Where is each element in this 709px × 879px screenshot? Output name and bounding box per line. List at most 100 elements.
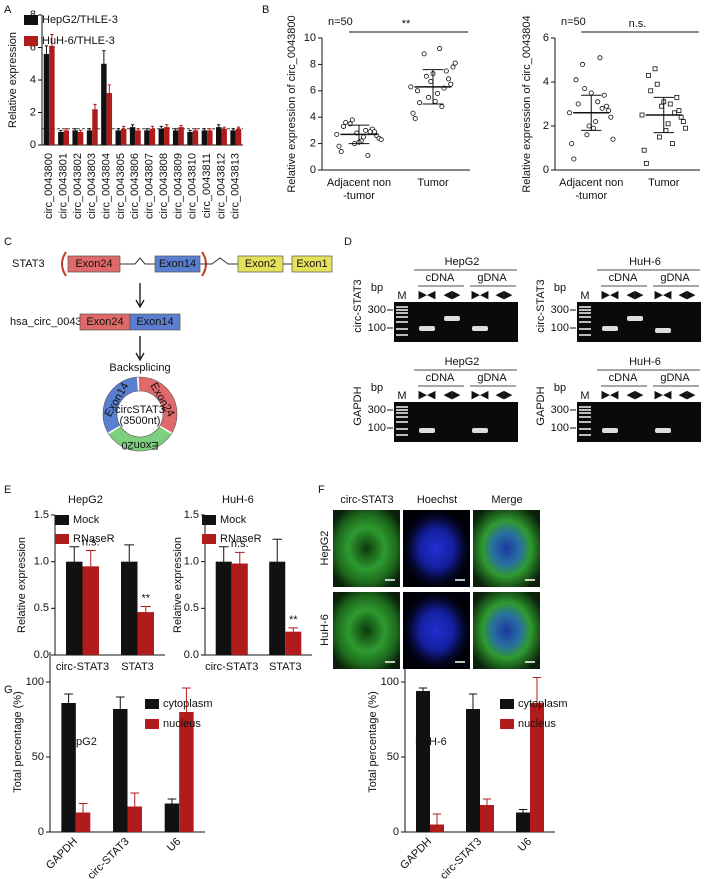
error-bar: [115, 696, 125, 709]
error-bar: [482, 798, 492, 805]
marker-band: [396, 406, 408, 408]
legend-label: Mock: [220, 514, 247, 526]
marker-band: [396, 409, 408, 411]
bar: [63, 130, 69, 145]
data-point: [571, 156, 577, 162]
data-point: [569, 141, 575, 147]
bar: [149, 128, 156, 145]
data-point: [378, 137, 384, 143]
primer-label: ◀▶: [627, 289, 644, 301]
error-bar: [532, 677, 542, 703]
data-point: [408, 84, 414, 90]
exon: [154, 255, 201, 273]
template-label: cDNA: [426, 272, 455, 284]
data-point: [343, 119, 349, 125]
panel-label: F: [318, 484, 325, 496]
error-bar: [50, 34, 54, 46]
marker-band: [579, 316, 591, 318]
data-point: [670, 141, 675, 147]
legend-swatch: [500, 699, 514, 709]
sd-bar: [422, 69, 444, 105]
marker-band: [579, 416, 591, 418]
panel-label: A: [4, 4, 12, 16]
y-tick-label: 0: [543, 164, 549, 176]
data-point: [672, 110, 678, 116]
data-point: [652, 66, 658, 72]
exon-label: Exon14: [159, 258, 196, 270]
ring-arc: [138, 377, 177, 433]
y-tick-label: 0: [30, 139, 36, 151]
y-tick-label: 0.5: [34, 602, 49, 614]
bar: [230, 130, 236, 145]
y-tick-label: 8: [310, 58, 316, 70]
chart-title: n=50: [561, 16, 586, 28]
primer-label: ◀▶: [496, 289, 513, 301]
data-point: [643, 160, 649, 166]
template-label: cDNA: [609, 272, 638, 284]
y-tick-label: 4: [30, 74, 36, 86]
panel-label: B: [262, 4, 269, 16]
sample-band: [419, 326, 435, 331]
marker-label: M: [397, 290, 406, 302]
legend-label: HuH-6/THLE-3: [42, 35, 115, 47]
x-tick-label: circ_0043813: [230, 153, 242, 219]
data-point: [450, 64, 456, 70]
primer-label: ◀▶: [444, 289, 461, 301]
sample-band: [444, 316, 460, 321]
ring-arc: [108, 426, 172, 451]
marker-band: [579, 428, 591, 430]
sample-band: [602, 428, 618, 433]
x-tick-label: circ_0043805: [115, 153, 127, 219]
exon: [129, 313, 181, 331]
cell-label: HepG2: [445, 256, 480, 268]
marker-band: [579, 409, 591, 411]
size-label: 300: [551, 304, 569, 316]
circ-label: circSTAT3: [115, 404, 165, 416]
marker-band: [579, 312, 591, 314]
data-point: [349, 117, 355, 123]
legend-swatch: [202, 534, 216, 544]
x-tick-label: Adjacent non: [327, 177, 391, 189]
arrow: [135, 283, 145, 309]
sample-band: [627, 316, 643, 321]
panel-label: C: [4, 236, 12, 248]
marker-band: [579, 412, 591, 414]
data-point: [421, 51, 427, 57]
template-label: cDNA: [609, 372, 638, 384]
bar: [172, 130, 179, 145]
data-point: [683, 125, 688, 131]
data-point: [678, 114, 684, 120]
x-tick-label: circ_0043808: [158, 153, 170, 219]
data-point: [338, 149, 344, 155]
micrograph: [473, 592, 540, 669]
data-point: [657, 134, 662, 140]
data-point: [367, 129, 373, 135]
data-point: [443, 68, 449, 74]
error-bar: [130, 792, 140, 807]
x-tick-label: -tumor: [575, 190, 607, 202]
data-point: [582, 86, 588, 92]
exon-label: Exon1: [296, 258, 327, 270]
data-point: [423, 73, 429, 79]
x-tick-label: circ-STAT3: [438, 836, 484, 879]
x-tick-label: circ_0043806: [129, 153, 141, 219]
micrograph: [473, 510, 540, 587]
bar: [86, 130, 93, 145]
y-tick-label: 6: [543, 32, 549, 44]
size-label: 300: [368, 304, 386, 316]
data-point: [363, 127, 369, 133]
data-point: [659, 103, 664, 109]
bar: [221, 128, 227, 145]
y-tick-label: 6: [30, 41, 36, 53]
column-label: circ-STAT3: [340, 494, 393, 506]
error-bar: [85, 549, 96, 567]
error-bar: [218, 546, 229, 562]
marker-label: M: [397, 390, 406, 402]
data-point: [575, 101, 581, 107]
ring-exon-label: Exon20: [121, 439, 158, 451]
ring-outline: [102, 376, 178, 452]
y-tick-label: 4: [310, 111, 316, 123]
y-tick-label: 8: [30, 9, 36, 21]
template-label: gDNA: [477, 272, 507, 284]
